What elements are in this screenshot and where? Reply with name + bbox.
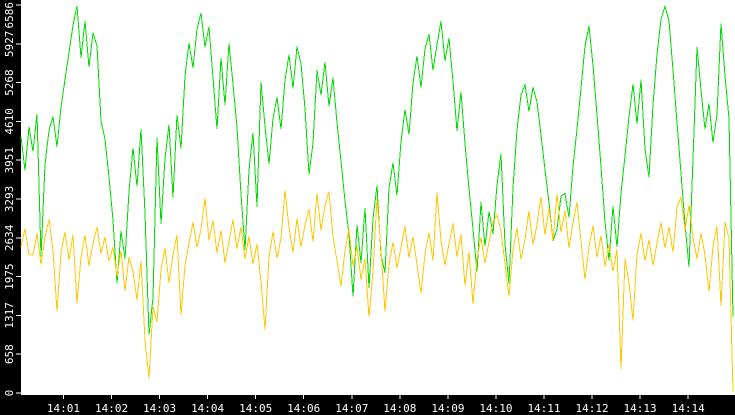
- y-tick-label: 3951: [3, 147, 16, 174]
- x-tick-label: 14:07: [335, 402, 368, 415]
- x-tick-label: 14:04: [191, 402, 224, 415]
- y-axis-ticks: 0 658 1317 1975 2634 3293 3951 4610 5268 5927 6586: [3, 2, 21, 396]
- x-tick-label: 14:02: [95, 402, 128, 415]
- x-tick-label: 14:06: [287, 402, 320, 415]
- y-tick-label: 1317: [3, 302, 16, 329]
- series-group: [20, 4, 734, 392]
- x-tick-label: 14:13: [624, 402, 657, 415]
- y-tick-label: 658: [3, 344, 16, 364]
- x-tick-label: 14:09: [431, 402, 464, 415]
- x-axis-ticks: 14:01 14:02 14:03 14:04 14:05 14:06 14:07 14:08…: [47, 395, 705, 415]
- y-tick-label: 5927: [3, 31, 16, 58]
- y-tick-label: 1975: [3, 263, 16, 290]
- series-green-line: [20, 4, 734, 335]
- y-tick-label: 6586: [3, 2, 16, 29]
- y-tick-label: 2634: [3, 224, 16, 251]
- x-tick-label: 14:05: [239, 402, 272, 415]
- y-tick-label: 5268: [3, 69, 16, 96]
- x-tick-label: 14:01: [47, 402, 80, 415]
- y-tick-label: 4610: [3, 108, 16, 134]
- x-tick-label: 14:14: [672, 402, 705, 415]
- x-tick-label: 14:10: [479, 402, 512, 415]
- y-tick-label: 3293: [3, 186, 16, 213]
- y-tick-label: 0: [3, 390, 16, 397]
- x-axis-band: [0, 395, 735, 415]
- series-yellow-line: [20, 190, 734, 392]
- x-tick-label: 14:08: [383, 402, 416, 415]
- y-axis-band: [0, 0, 21, 415]
- x-tick-label: 14:03: [143, 402, 176, 415]
- x-tick-label: 14:12: [575, 402, 608, 415]
- x-tick-label: 14:11: [527, 402, 560, 415]
